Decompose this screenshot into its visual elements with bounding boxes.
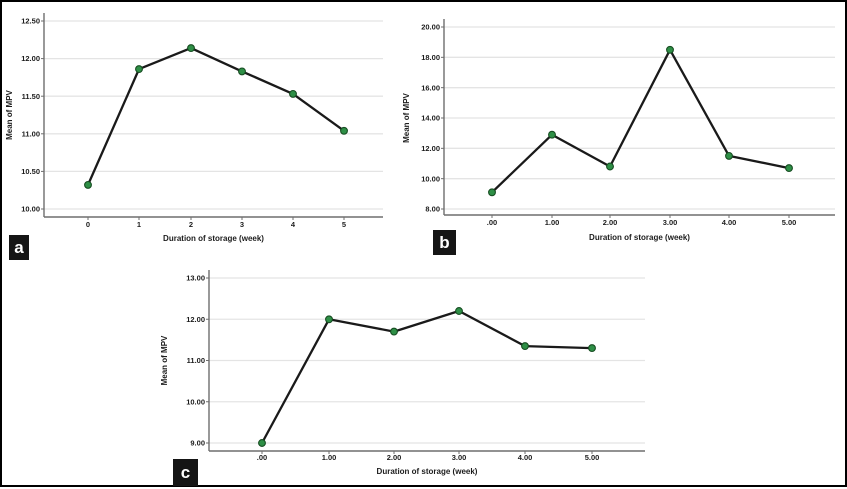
chart-panel-a: 12.50 12.00 11.50 11.00 10.50 10.00 0 1 2 3 4 5 Dura… [5,13,383,243]
y-tick-label: 18.00 [421,53,440,62]
y-tick-label: 9.00 [190,439,205,448]
y-tick-label: 12.00 [186,315,205,324]
x-tick-label: 2.00 [603,218,618,227]
x-tick-label: 5.00 [585,453,600,462]
chart-panel-c: 13.00 12.00 11.00 10.00 9.00 .00 1.00 2.00 3.00 4… [160,270,645,476]
data-point [455,307,463,315]
series-line [260,309,594,445]
y-tick-label: 10.50 [21,167,40,176]
data-point [588,344,596,353]
x-tick-label: 1.00 [545,218,560,227]
y-axis-title: Mean of MPV [5,89,14,139]
x-tick-label: 3 [240,220,244,229]
x-tick-label: 1 [137,220,141,229]
x-tick-label: 2 [189,220,193,229]
x-tick-label: 4 [291,220,296,229]
y-tick-label: 16.00 [421,83,440,92]
data-point [238,67,246,76]
y-tick-label: 11.00 [187,356,205,365]
y-tick-label: 10.00 [186,397,205,406]
x-tick-label: 3.00 [452,453,467,462]
x-tick-label: 4.00 [722,218,737,227]
data-point [325,315,333,324]
data-point [84,180,92,189]
y-tick-label: 12.00 [421,144,440,153]
y-tick-label: 11.50 [22,92,40,101]
x-tick-label: .00 [257,453,267,462]
y-tick-label: 10.00 [21,205,40,214]
panel-label-b: b [433,230,456,255]
y-tick-label: 14.00 [421,114,440,123]
data-point [390,327,398,336]
y-tick-label: 12.50 [21,17,40,26]
x-tick-label: 4.00 [518,453,533,462]
x-tick-label: 5 [342,220,346,229]
data-point [521,342,529,351]
panel-label-a: a [9,235,29,260]
x-tick-label: 5.00 [782,218,797,227]
x-tick-label: 2.00 [387,453,402,462]
y-tick-label: 10.00 [421,174,440,183]
x-axis-title: Duration of storage (week) [163,234,264,243]
data-point [340,126,348,135]
x-tick-label: .00 [487,218,497,227]
data-point [488,188,496,197]
data-point [548,130,556,139]
data-point [258,439,266,447]
panel-label-c: c [173,459,198,486]
x-axis-title: Duration of storage (week) [589,233,690,242]
series-line [490,48,791,194]
data-point [666,45,674,54]
y-tick-label: 13.00 [186,274,205,283]
data-point [289,89,297,98]
data-point [725,151,733,160]
series-line [86,46,346,187]
x-axis-title: Duration of storage (week) [377,467,478,476]
y-tick-label: 11.00 [22,129,40,138]
y-axis-title: Mean of MPV [402,92,411,142]
x-tick-label: 1.00 [322,453,337,462]
y-axis-title: Mean of MPV [160,335,169,385]
data-point [785,164,793,173]
x-tick-label: 3.00 [663,218,678,227]
y-tick-label: 12.00 [21,54,40,63]
y-tick-label: 8.00 [425,205,440,214]
x-tick-label: 0 [86,220,90,229]
data-point [606,162,614,171]
data-point [135,65,143,74]
chart-panel-b: 20.00 18.00 16.00 14.00 12.00 10.00 8.00 .00 1.0… [402,19,835,242]
data-point [187,44,195,53]
y-tick-label: 20.00 [421,23,440,32]
